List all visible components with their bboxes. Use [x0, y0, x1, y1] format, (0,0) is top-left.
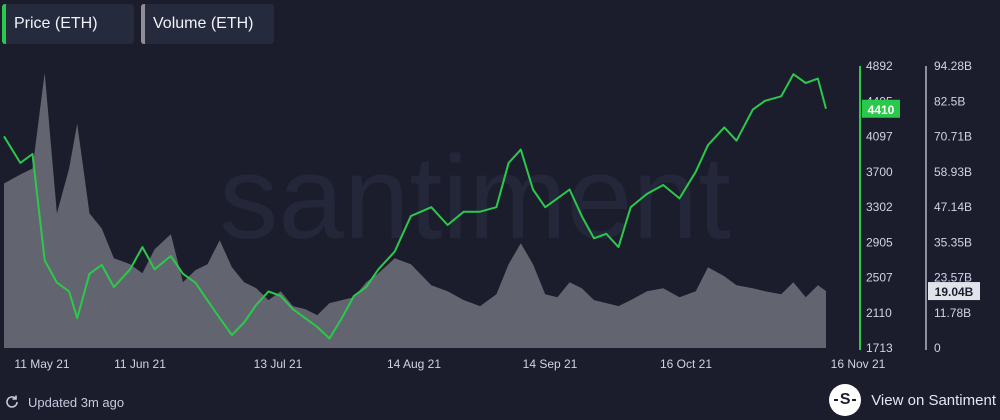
volume-color-bar — [141, 4, 145, 44]
legend-price-tab[interactable]: Price (ETH) — [2, 4, 134, 44]
volume-tick-label: 70.71B — [934, 130, 972, 144]
volume-badge-label: 19.04B — [935, 285, 974, 299]
x-tick-label: 11 May 21 — [14, 357, 69, 371]
updated-text: Updated 3m ago — [28, 394, 125, 410]
legend-volume-label: Volume (ETH) — [153, 15, 254, 32]
x-tick-label: 14 Aug 21 — [387, 357, 441, 371]
price-tick-label: 1713 — [866, 341, 893, 355]
x-tick-label: 14 Sep 21 — [523, 357, 578, 371]
view-on-santiment-label: View on Santiment — [871, 391, 996, 409]
volume-area — [4, 72, 826, 349]
view-on-santiment-link[interactable]: S View on Santiment — [829, 384, 996, 416]
volume-tick-label: 94.28B — [934, 59, 972, 73]
price-series — [3, 73, 827, 340]
x-tick-label: 16 Oct 21 — [660, 357, 712, 371]
price-color-bar — [2, 4, 6, 44]
volume-tick-label: 0 — [934, 341, 941, 355]
volume-tick-label: 23.57B — [934, 271, 972, 285]
volume-tick-label: 82.5B — [934, 94, 965, 108]
x-tick-label: 16 Nov 21 — [831, 357, 886, 371]
volume-tick-label: 35.35B — [934, 235, 972, 249]
price-tick-label: 4892 — [866, 59, 893, 73]
x-tick-label: 11 Jun 21 — [114, 357, 166, 371]
santiment-logo-icon: S — [829, 384, 862, 416]
price-tick-label: 3700 — [866, 165, 893, 179]
price-tick-label: 2110 — [866, 306, 892, 320]
current-value-badges: 4410 19.04B — [862, 99, 980, 301]
price-line — [3, 73, 827, 340]
volume-badge — [928, 282, 980, 301]
volume-axis: 94.28B 82.5B 70.71B 58.93B 47.14B 35.35B 23.57… — [934, 59, 972, 355]
legend-price-label: Price (ETH) — [14, 15, 98, 32]
price-tick-label: 2905 — [866, 235, 893, 249]
volume-tick-label: 47.14B — [934, 200, 972, 214]
price-badge — [862, 99, 900, 118]
legend-volume-tab[interactable]: Volume (ETH) — [141, 4, 274, 44]
update-status: Updated 3m ago — [4, 394, 124, 410]
santiment-watermark: santiment — [219, 132, 731, 264]
volume-tick-label: 58.93B — [934, 165, 972, 179]
volume-tick-label: 11.78B — [934, 306, 971, 320]
price-tick-label: 2507 — [866, 271, 893, 285]
refresh-icon — [6, 395, 18, 408]
x-tick-label: 13 Jul 21 — [254, 357, 303, 371]
price-tick-label: 3302 — [866, 200, 893, 214]
price-badge-label: 4410 — [868, 103, 895, 117]
x-axis: 11 May 21 11 Jun 21 13 Jul 21 14 Aug 21 14 S… — [14, 357, 885, 371]
price-tick-label: 4097 — [866, 130, 893, 144]
volume-series — [4, 72, 826, 349]
